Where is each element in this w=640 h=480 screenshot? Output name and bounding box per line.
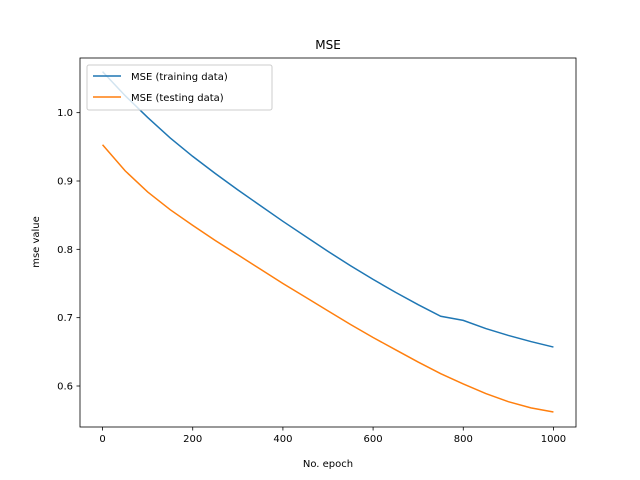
- y-tick-label: 0.7: [57, 313, 73, 324]
- x-tick-label: 200: [183, 434, 202, 445]
- x-axis-label: No. epoch: [303, 459, 353, 470]
- series-line-training: [102, 71, 554, 348]
- x-tick-label: 600: [364, 434, 383, 445]
- x-tick-label: 1000: [541, 434, 566, 445]
- plot-frame: [79, 57, 577, 428]
- y-tick-label: 1.0: [57, 108, 73, 119]
- x-tick-label: 0: [99, 434, 105, 445]
- legend: MSE (training data) MSE (testing data): [86, 64, 273, 111]
- x-tick-label: 800: [454, 434, 473, 445]
- y-tick-label: 0.9: [57, 177, 73, 188]
- legend-box: [86, 64, 273, 111]
- legend-label-testing: MSE (testing data): [131, 93, 224, 104]
- y-tick-label: 0.8: [57, 245, 73, 256]
- y-tick-label: 0.6: [57, 382, 73, 393]
- y-axis-label: mse value: [31, 216, 42, 268]
- x-tick-label: 400: [273, 434, 292, 445]
- legend-label-training: MSE (training data): [131, 72, 228, 83]
- series-line-testing: [101, 144, 554, 413]
- chart-title: MSE: [315, 38, 341, 52]
